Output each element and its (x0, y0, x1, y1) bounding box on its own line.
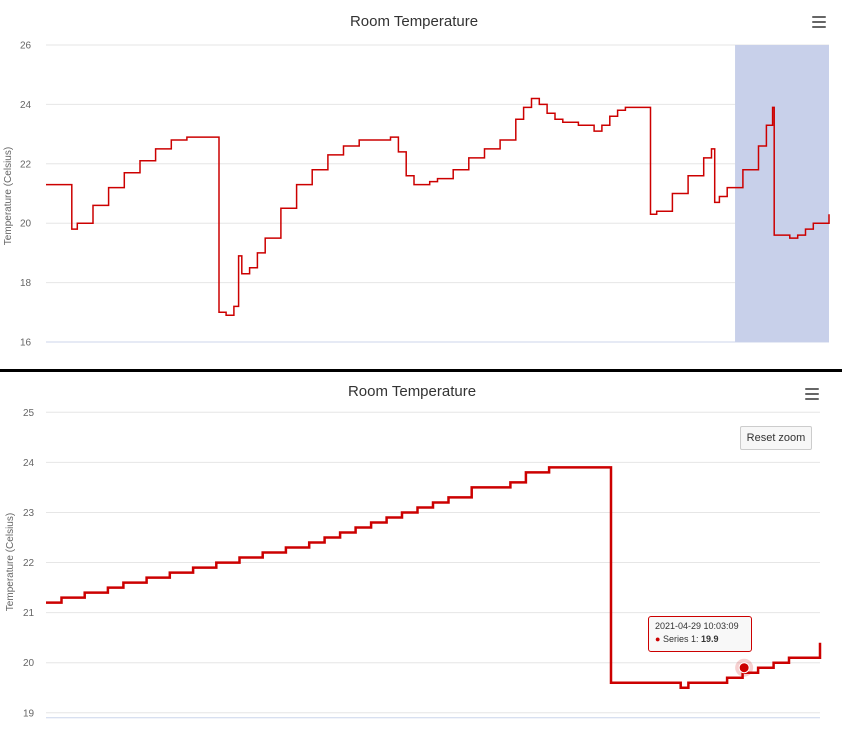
y-tick-label: 22 (23, 558, 35, 569)
tooltip-value: 19.9 (701, 634, 719, 644)
zoom-selection-band[interactable] (735, 45, 829, 342)
y-tick-label: 25 (23, 408, 35, 419)
y-tick-label: 23 (23, 508, 35, 519)
zoomed-chart[interactable]: Room Temperature 19 20 21 22 23 24 25 Temperat… (0, 372, 842, 737)
chart-menu-icon[interactable] (812, 16, 828, 30)
y-tick-label: 24 (20, 100, 32, 111)
tooltip-date: 2021-04-29 10:03:09 (655, 621, 745, 631)
overview-chart-panel: Room Temperature 16 18 20 22 24 26 Temperatur… (0, 0, 842, 370)
y-tick-label: 18 (20, 278, 32, 289)
y-tick-label: 19 (23, 708, 35, 719)
chart-title: Room Temperature (348, 383, 476, 400)
grid-lines (46, 45, 829, 342)
y-axis-title: Temperature (Celsius) (3, 147, 14, 245)
y-axis-title: Temperature (Celsius) (5, 513, 16, 611)
y-tick-label: 26 (20, 41, 32, 52)
y-axis-ticks: 19 20 21 22 23 24 25 (23, 408, 35, 719)
overview-chart[interactable]: Room Temperature 16 18 20 22 24 26 Temperatur… (0, 0, 842, 368)
data-tooltip: 2021-04-29 10:03:09 ● Series 1: 19.9 (648, 616, 752, 652)
chart-title: Room Temperature (350, 13, 478, 30)
y-tick-label: 16 (20, 338, 32, 349)
y-tick-label: 20 (23, 658, 35, 669)
reset-zoom-button[interactable]: Reset zoom (740, 426, 812, 450)
y-tick-label: 22 (20, 159, 32, 170)
tooltip-series-label: Series 1: (663, 634, 701, 644)
grid-lines (46, 412, 820, 717)
series-dot-icon: ● (655, 634, 660, 644)
y-axis-ticks: 16 18 20 22 24 26 (20, 41, 32, 349)
y-tick-label: 24 (23, 458, 35, 469)
zoomed-chart-panel: Room Temperature 19 20 21 22 23 24 25 Temperat… (0, 372, 842, 737)
temperature-series-line (46, 467, 820, 687)
y-tick-label: 21 (23, 608, 35, 619)
y-tick-label: 20 (20, 219, 32, 230)
chart-menu-icon[interactable] (805, 388, 821, 402)
hovered-data-point[interactable] (739, 663, 749, 673)
